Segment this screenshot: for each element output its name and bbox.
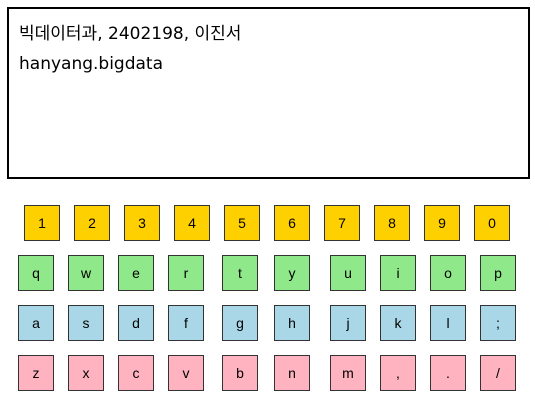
key-qwerty-7[interactable]: i <box>380 255 416 291</box>
key-asdf-7[interactable]: k <box>380 305 416 341</box>
key-numbers-7[interactable]: 8 <box>374 205 410 241</box>
key-qwerty-3[interactable]: r <box>168 255 204 291</box>
key-zxcv-1[interactable]: x <box>68 355 104 391</box>
key-numbers-9[interactable]: 0 <box>474 205 510 241</box>
key-numbers-0[interactable]: 1 <box>24 205 60 241</box>
key-numbers-3[interactable]: 4 <box>174 205 210 241</box>
key-zxcv-0[interactable]: z <box>18 355 54 391</box>
key-numbers-8[interactable]: 9 <box>424 205 460 241</box>
key-qwerty-8[interactable]: o <box>430 255 466 291</box>
display-line-2: hanyang.bigdata <box>19 54 164 74</box>
key-numbers-4[interactable]: 5 <box>224 205 260 241</box>
display-line-1: 빅데이터과, 2402198, 이진서 <box>19 24 242 44</box>
key-zxcv-8[interactable]: . <box>430 355 466 391</box>
key-qwerty-4[interactable]: t <box>222 255 258 291</box>
key-zxcv-7[interactable]: , <box>380 355 416 391</box>
key-numbers-6[interactable]: 7 <box>324 205 360 241</box>
key-zxcv-9[interactable]: / <box>480 355 516 391</box>
key-zxcv-5[interactable]: n <box>274 355 310 391</box>
text-display: 빅데이터과, 2402198, 이진서 hanyang.bigdata <box>7 7 530 179</box>
key-zxcv-3[interactable]: v <box>168 355 204 391</box>
key-asdf-3[interactable]: f <box>168 305 204 341</box>
key-qwerty-6[interactable]: u <box>330 255 366 291</box>
key-qwerty-5[interactable]: y <box>274 255 310 291</box>
key-numbers-2[interactable]: 3 <box>124 205 160 241</box>
keyboard-row-zxcv: z x c v b n m,. / <box>0 355 535 392</box>
key-numbers-1[interactable]: 2 <box>74 205 110 241</box>
key-asdf-6[interactable]: j <box>330 305 366 341</box>
key-asdf-0[interactable]: a <box>18 305 54 341</box>
key-asdf-8[interactable]: l <box>430 305 466 341</box>
key-zxcv-4[interactable]: b <box>222 355 258 391</box>
key-zxcv-6[interactable]: m <box>330 355 366 391</box>
key-qwerty-0[interactable]: q <box>18 255 54 291</box>
key-asdf-5[interactable]: h <box>274 305 310 341</box>
key-qwerty-2[interactable]: e <box>118 255 154 291</box>
key-asdf-4[interactable]: g <box>222 305 258 341</box>
key-qwerty-1[interactable]: w <box>68 255 104 291</box>
key-asdf-1[interactable]: s <box>68 305 104 341</box>
keyboard-row-asdf: a s d f g h j k l; <box>0 305 535 342</box>
key-asdf-2[interactable]: d <box>118 305 154 341</box>
key-qwerty-9[interactable]: p <box>480 255 516 291</box>
key-asdf-9[interactable]: ; <box>480 305 516 341</box>
key-numbers-5[interactable]: 6 <box>274 205 310 241</box>
key-zxcv-2[interactable]: c <box>118 355 154 391</box>
